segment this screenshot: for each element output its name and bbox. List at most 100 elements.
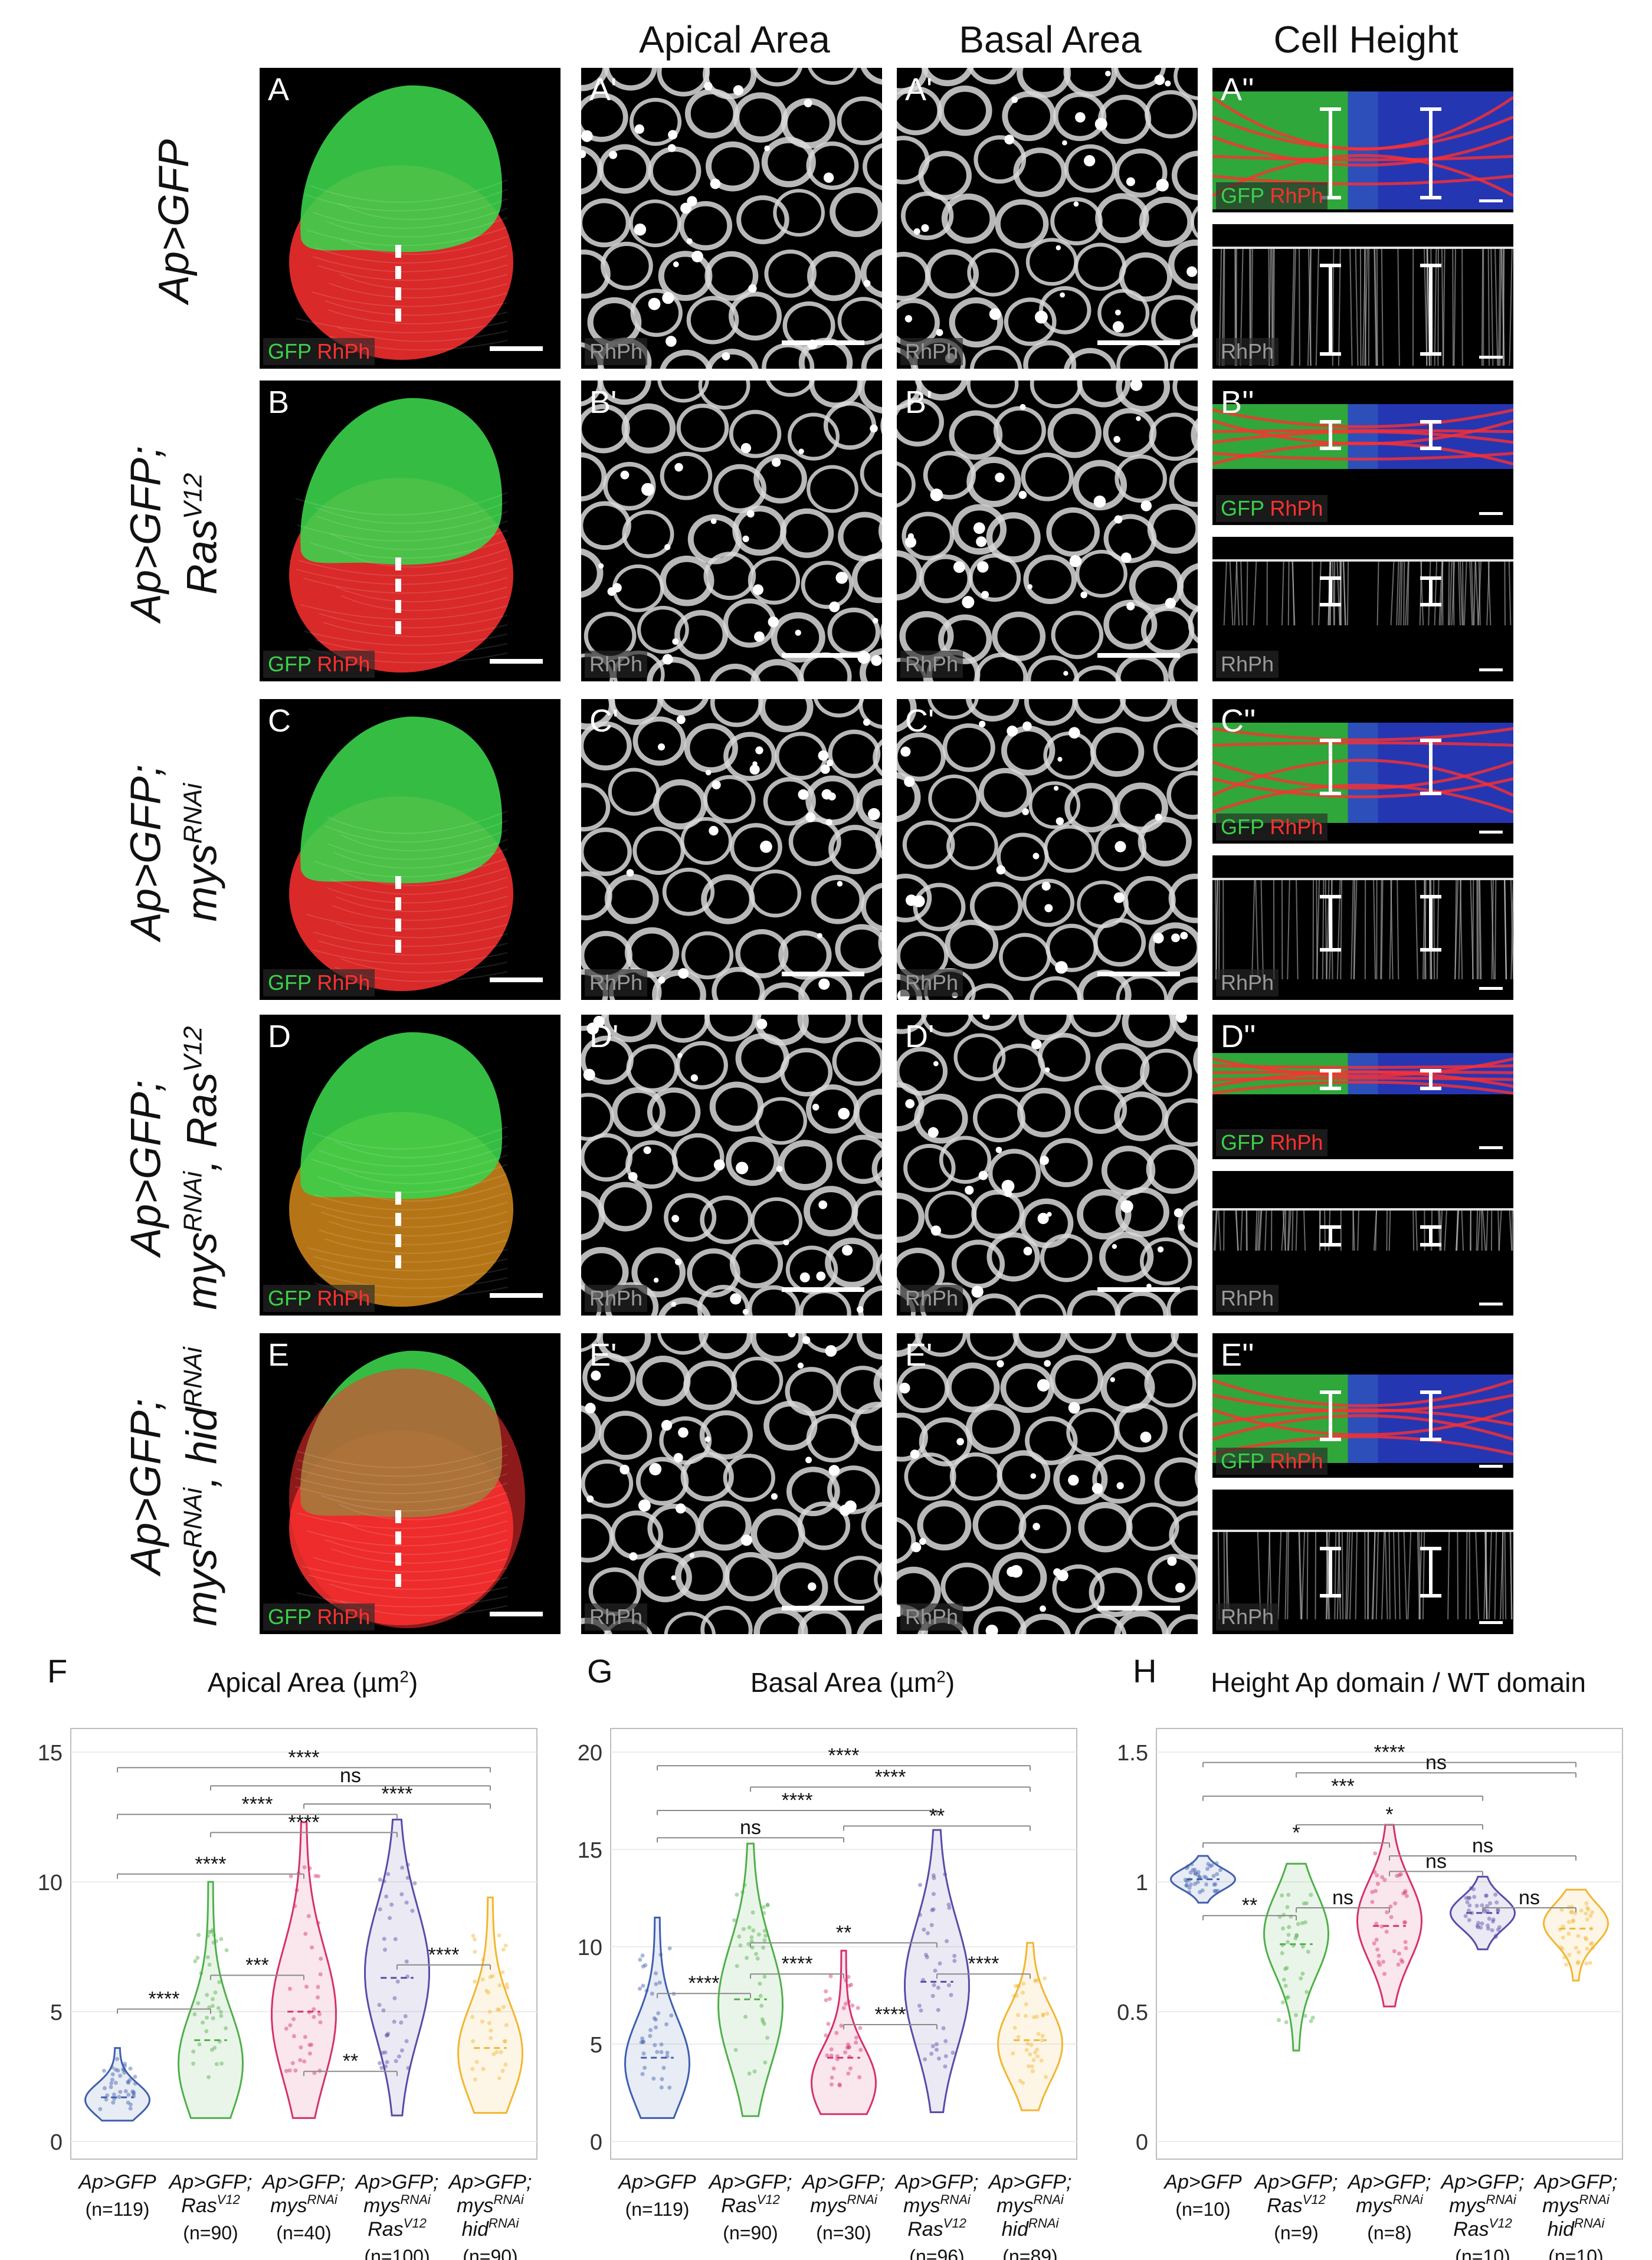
data-point <box>1025 2041 1030 2046</box>
category-label: hidRNAi <box>462 2216 520 2241</box>
panel-label: D' <box>905 1019 935 1054</box>
data-point <box>497 1933 502 1938</box>
genotype-label-row-5: Ap>GFP; mysRNAi, hidRNAi <box>123 1333 226 1640</box>
data-point <box>1480 1921 1484 1926</box>
data-point <box>1484 1893 1489 1898</box>
micrograph-panel-Bp: RhPh B' <box>581 381 882 681</box>
category-label: mysRNAi <box>1449 2192 1517 2217</box>
data-point <box>209 1930 214 1934</box>
data-point <box>857 2075 862 2079</box>
data-point <box>943 2054 948 2058</box>
data-point <box>205 1993 209 1997</box>
data-point <box>1189 1862 1194 1867</box>
sample-size-label: (n=100) <box>364 2246 430 2260</box>
data-point <box>204 2015 209 2020</box>
data-point <box>1030 2064 1034 2069</box>
data-point <box>104 2097 109 2102</box>
data-point <box>1281 1913 1286 1917</box>
data-point <box>494 2050 499 2055</box>
data-point <box>1276 2018 1281 2022</box>
rhph-label: RhPh <box>317 1605 371 1629</box>
data-point <box>936 1985 940 1990</box>
data-point <box>1584 1937 1589 1941</box>
data-point <box>123 2089 128 2094</box>
data-point <box>847 1983 851 1988</box>
data-point <box>122 2068 126 2072</box>
micrograph-panel-Ap: RhPh A' <box>897 68 1198 369</box>
data-point <box>196 1933 201 1937</box>
data-point <box>1559 1907 1564 1912</box>
data-point <box>925 1931 930 1936</box>
data-point <box>224 1948 229 1953</box>
data-point <box>1185 1879 1189 1884</box>
category-label: mysRNAi <box>1356 2192 1424 2217</box>
data-point <box>505 1985 510 1990</box>
data-point <box>500 1970 505 1974</box>
data-point <box>1187 1885 1192 1890</box>
data-point <box>1192 1867 1197 1872</box>
data-point <box>1382 1972 1387 1976</box>
channel-legend: RhPh <box>900 338 963 365</box>
data-point <box>1379 1924 1384 1929</box>
data-point <box>1372 1941 1376 1946</box>
channel-legend: RhPh <box>900 969 963 996</box>
data-point <box>489 2036 493 2041</box>
y-tick-label: 0 <box>50 2130 63 2155</box>
genotype-superscript: RNAi <box>178 1171 208 1232</box>
scale-bar <box>1097 340 1180 345</box>
data-point <box>1585 1905 1590 1910</box>
category-label: Ap>GFP; <box>708 2171 792 2193</box>
channel-legend-grey: RhPh <box>1216 969 1279 996</box>
data-point <box>762 1928 767 1933</box>
data-point <box>128 2067 133 2071</box>
data-point <box>1283 1983 1288 1988</box>
panel-label: E' <box>905 1337 933 1373</box>
gfp-label: GFP <box>1221 1449 1264 1473</box>
data-point <box>1210 1863 1214 1868</box>
data-point <box>1195 1872 1200 1877</box>
micrograph-panel-C: GFP RhPh C <box>260 699 560 1000</box>
data-point <box>654 1982 658 1986</box>
y-tick-label: 1 <box>1136 1871 1148 1895</box>
data-point <box>384 1894 389 1899</box>
data-point <box>473 1937 477 1942</box>
data-point <box>126 2079 130 2084</box>
data-point <box>1487 1917 1492 1921</box>
data-point <box>930 1993 935 1998</box>
graph-title: Height Ap domain / WT domain <box>1168 1667 1628 1698</box>
data-point <box>1030 2069 1035 2074</box>
data-point <box>404 1900 409 1905</box>
violin-shape <box>717 1842 784 2117</box>
data-point <box>1283 1967 1287 1972</box>
channel-legend: RhPh <box>900 1603 963 1631</box>
data-point <box>641 2051 646 2056</box>
data-point <box>480 2019 484 2024</box>
data-point <box>481 2067 486 2071</box>
channel-legend: RhPh <box>585 1285 648 1312</box>
category-label: Ap>GFP; <box>1440 2171 1525 2193</box>
data-point <box>299 2045 303 2050</box>
data-point <box>1467 1918 1471 1923</box>
data-point <box>1184 1883 1189 1888</box>
data-point <box>742 1882 747 1887</box>
data-point <box>1571 1919 1575 1924</box>
data-point <box>641 1983 645 1988</box>
data-point <box>828 1974 833 1979</box>
data-point <box>392 2019 396 2024</box>
genotype-text: Ap>GFP; <box>122 1398 170 1575</box>
data-point <box>1286 1940 1290 1944</box>
data-point <box>109 2081 114 2085</box>
data-point <box>1399 1958 1404 1963</box>
data-point <box>1218 1868 1222 1872</box>
graph-title-tail: ) <box>408 1667 418 1698</box>
data-point <box>935 2048 939 2052</box>
data-point <box>1372 1869 1377 1874</box>
scale-bar <box>490 1612 543 1616</box>
data-point <box>1029 2042 1034 2047</box>
data-point <box>1215 1888 1220 1893</box>
data-point <box>1486 1926 1490 1931</box>
genotype-text: Ap>GFP; <box>122 445 170 622</box>
data-point <box>845 2042 850 2047</box>
data-point <box>733 2048 738 2052</box>
rhph-label: RhPh <box>1221 339 1274 363</box>
